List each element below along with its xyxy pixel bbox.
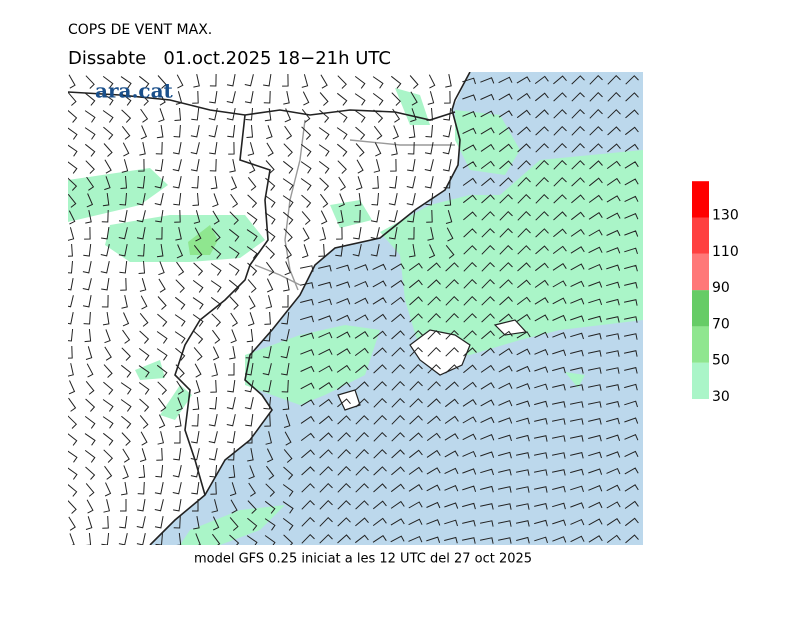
islands: [337, 319, 528, 411]
subtitle: Dissabte 01.oct.2025 18−21h UTC: [68, 48, 391, 69]
colorbar-label: 50: [712, 353, 730, 369]
map-area: [68, 72, 643, 545]
colorbar: 30 50 70 90 110 130: [692, 181, 739, 405]
wind-barbs: [68, 73, 639, 545]
footer: model GFS 0.25 iniciat a les 12 UTC del …: [194, 552, 532, 567]
colorbar-label: 110: [712, 244, 739, 260]
colorbar-label: 70: [712, 316, 730, 332]
barb-field: [68, 73, 639, 545]
colorbar-segment: [692, 181, 709, 218]
logo: ara.cat: [95, 79, 174, 103]
colorbar-segment: [692, 217, 709, 254]
title: COPS DE VENT MAX.: [68, 22, 212, 38]
gust-areas: [68, 88, 643, 545]
colorbar-label: 90: [712, 280, 730, 296]
province-borders: [254, 119, 455, 291]
colorbar-label: 30: [712, 389, 730, 405]
colorbar-segment: [692, 290, 709, 327]
colorbar-segment: [692, 326, 709, 363]
colorbar-segment: [692, 362, 709, 399]
colorbar-label: 130: [712, 208, 739, 224]
colorbar-segment: [692, 253, 709, 291]
